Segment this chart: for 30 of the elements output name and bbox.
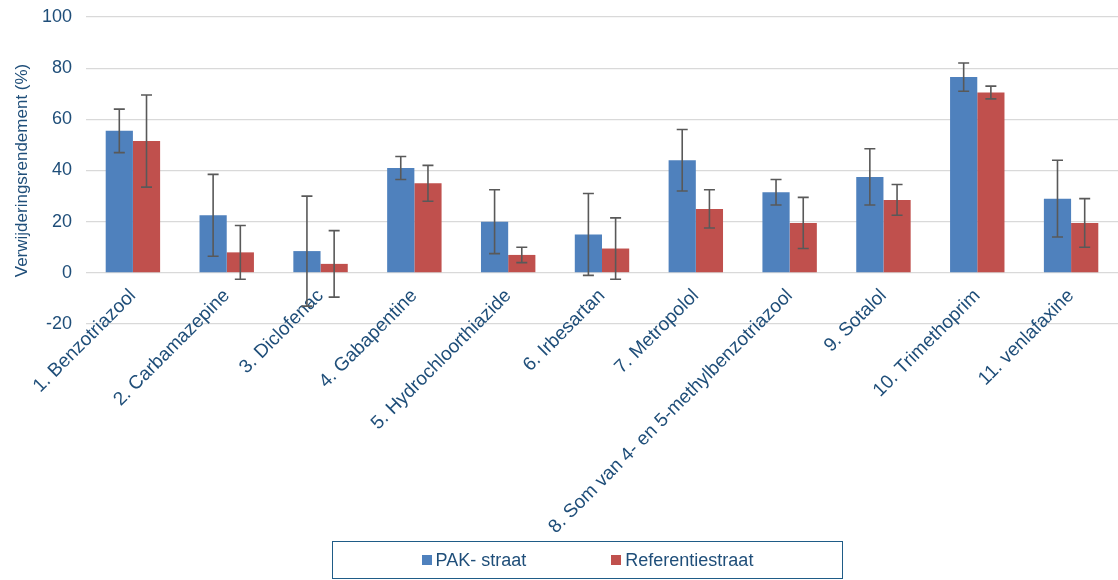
bar (414, 183, 442, 273)
bar (856, 176, 884, 273)
bar (105, 130, 133, 273)
bar (883, 199, 911, 273)
bar (950, 77, 978, 273)
bar (574, 234, 602, 273)
bar (293, 251, 321, 273)
bar (480, 221, 509, 273)
y-tick-label: 100 (41, 5, 72, 26)
y-tick-label: 20 (51, 210, 72, 231)
bar (977, 92, 1005, 273)
bar (668, 160, 696, 273)
bar (695, 208, 724, 273)
bar (387, 167, 415, 273)
y-tick-label: 60 (51, 108, 72, 129)
y-axis-title: Verwijderingsrendement (%) (11, 63, 31, 278)
bar (226, 252, 254, 273)
bar (132, 141, 161, 273)
bar (602, 248, 630, 273)
bar (789, 222, 817, 273)
legend-label: Referentiestraat (625, 549, 754, 571)
y-tick-label: 40 (51, 159, 72, 180)
y-tick-label: 0 (61, 261, 72, 282)
bar (508, 254, 536, 273)
y-tick-label: 80 (51, 57, 72, 78)
legend-label: PAK- straat (435, 549, 527, 571)
bar (199, 215, 227, 273)
bar (1043, 198, 1072, 273)
bar (1071, 222, 1099, 273)
bar (762, 192, 790, 273)
